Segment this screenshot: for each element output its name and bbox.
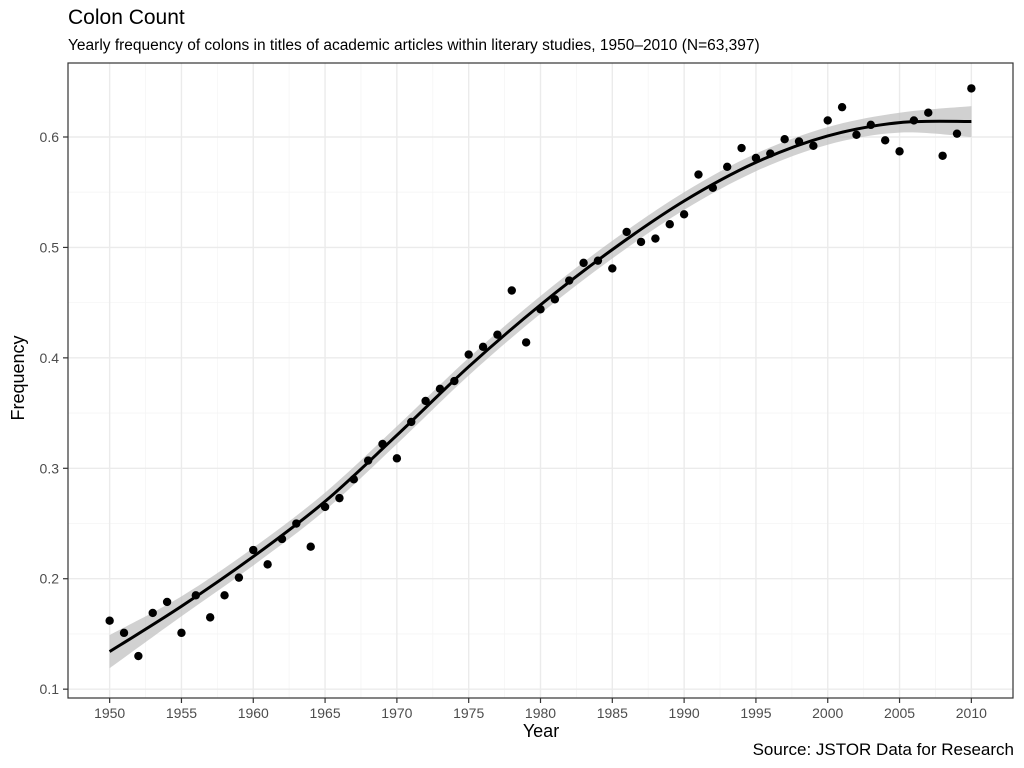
- y-tick-label: 0.3: [40, 460, 60, 476]
- data-point: [306, 542, 315, 551]
- data-point: [162, 597, 172, 607]
- data-point: [119, 628, 129, 638]
- data-point: [521, 338, 531, 347]
- data-point: [780, 135, 789, 144]
- data-point: [651, 234, 660, 243]
- x-tick-label: 1960: [238, 705, 269, 721]
- data-point: [852, 130, 861, 139]
- x-axis-title: Year: [523, 721, 559, 741]
- x-tick-label: 2005: [884, 705, 915, 721]
- data-point: [895, 147, 904, 156]
- x-tick-label: 1980: [525, 705, 556, 721]
- data-point: [665, 220, 674, 229]
- data-point: [249, 545, 258, 555]
- x-tick-label: 2000: [812, 705, 843, 721]
- data-point: [694, 170, 703, 179]
- x-tick-label: 1955: [166, 705, 197, 721]
- data-point: [148, 608, 157, 618]
- data-point: [924, 108, 933, 117]
- data-point: [263, 560, 272, 569]
- y-tick-label: 0.1: [40, 681, 60, 697]
- data-point: [550, 295, 560, 304]
- plot-panel: [67, 62, 1014, 699]
- data-point: [723, 162, 732, 172]
- chart-subtitle: Yearly frequency of colons in titles of …: [68, 37, 760, 54]
- data-point: [809, 141, 818, 151]
- y-axis: 0.1 0.2 0.3 0.4 0.5 0.6: [40, 129, 68, 697]
- data-point: [608, 264, 617, 273]
- x-tick-label: 1995: [740, 705, 771, 721]
- data-point: [952, 129, 962, 138]
- data-point: [335, 493, 344, 503]
- y-tick-label: 0.5: [40, 239, 60, 255]
- y-tick-label: 0.6: [40, 129, 60, 145]
- x-tick-label: 1950: [94, 705, 125, 721]
- data-point: [880, 136, 890, 145]
- data-point: [421, 396, 430, 406]
- data-point: [493, 330, 502, 339]
- data-point: [579, 258, 588, 268]
- y-tick-label: 0.4: [40, 350, 60, 366]
- data-point: [737, 143, 746, 153]
- data-point: [105, 616, 114, 625]
- x-tick-label: 1985: [597, 705, 628, 721]
- x-tick-label: 1970: [381, 705, 412, 721]
- data-point: [464, 350, 473, 359]
- data-point: [938, 151, 947, 160]
- data-point: [478, 342, 488, 352]
- data-point: [823, 116, 832, 125]
- data-point: [507, 286, 516, 295]
- x-axis: 1950 1955 1960 1965 1970 1975 1980 1985 1990 1995…: [94, 698, 987, 721]
- data-point: [679, 210, 689, 219]
- x-tick-label: 1965: [309, 705, 340, 721]
- y-tick-label: 0.2: [40, 571, 60, 587]
- x-tick-label: 2010: [956, 705, 987, 721]
- x-tick-label: 1990: [669, 705, 700, 721]
- data-point: [392, 454, 402, 463]
- data-point: [220, 591, 229, 600]
- data-point: [967, 84, 976, 93]
- trend-line: [108, 119, 972, 653]
- chart-title: Colon Count: [68, 6, 185, 29]
- data-point: [134, 651, 143, 661]
- data-point: [837, 102, 847, 112]
- chart-caption: Source: JSTOR Data for Research: [752, 740, 1014, 759]
- x-tick-label: 1975: [453, 705, 484, 721]
- data-point: [622, 227, 631, 237]
- data-point: [636, 237, 646, 247]
- data-point: [205, 613, 215, 622]
- data-point: [234, 573, 244, 582]
- data-point: [177, 628, 186, 638]
- y-axis-title: Frequency: [8, 335, 28, 420]
